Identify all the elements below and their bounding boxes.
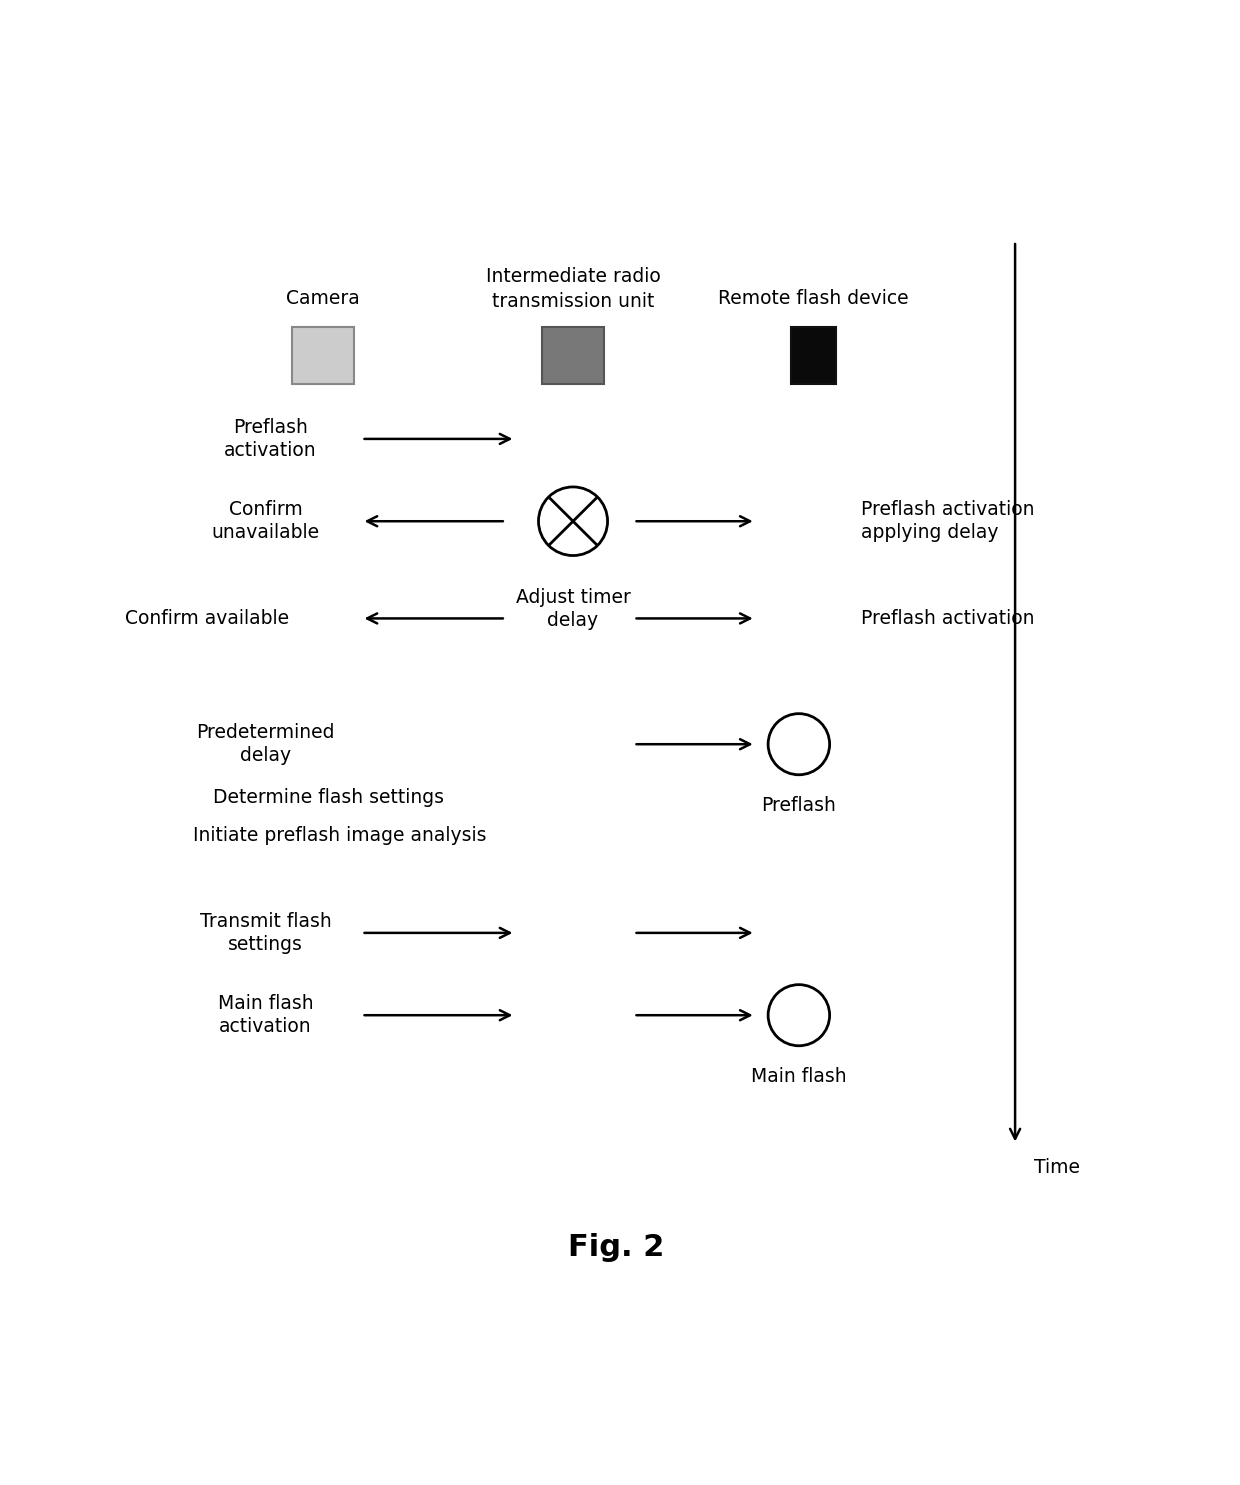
FancyBboxPatch shape <box>791 327 836 385</box>
Text: Preflash activation: Preflash activation <box>862 609 1035 628</box>
Text: Remote flash device: Remote flash device <box>718 288 909 307</box>
Text: Main flash
activation: Main flash activation <box>218 993 314 1037</box>
Text: Adjust timer
delay: Adjust timer delay <box>516 588 630 630</box>
Text: Preflash activation
applying delay: Preflash activation applying delay <box>862 500 1035 542</box>
Text: Transmit flash
settings: Transmit flash settings <box>200 912 331 955</box>
Text: Confirm
unavailable: Confirm unavailable <box>212 500 320 542</box>
FancyBboxPatch shape <box>542 327 604 385</box>
Text: Main flash: Main flash <box>751 1066 847 1086</box>
Text: Time: Time <box>1034 1158 1080 1176</box>
Text: Fig. 2: Fig. 2 <box>568 1233 665 1262</box>
Text: Preflash
activation: Preflash activation <box>224 417 316 460</box>
Text: Predetermined
delay: Predetermined delay <box>196 723 335 765</box>
FancyBboxPatch shape <box>291 327 355 385</box>
Text: Intermediate radio
transmission unit: Intermediate radio transmission unit <box>486 267 661 312</box>
Text: Camera: Camera <box>286 288 360 307</box>
Text: Preflash: Preflash <box>761 796 836 815</box>
Text: Initiate preflash image analysis: Initiate preflash image analysis <box>193 826 487 845</box>
Text: Determine flash settings: Determine flash settings <box>213 789 444 808</box>
Text: Confirm available: Confirm available <box>125 609 290 628</box>
